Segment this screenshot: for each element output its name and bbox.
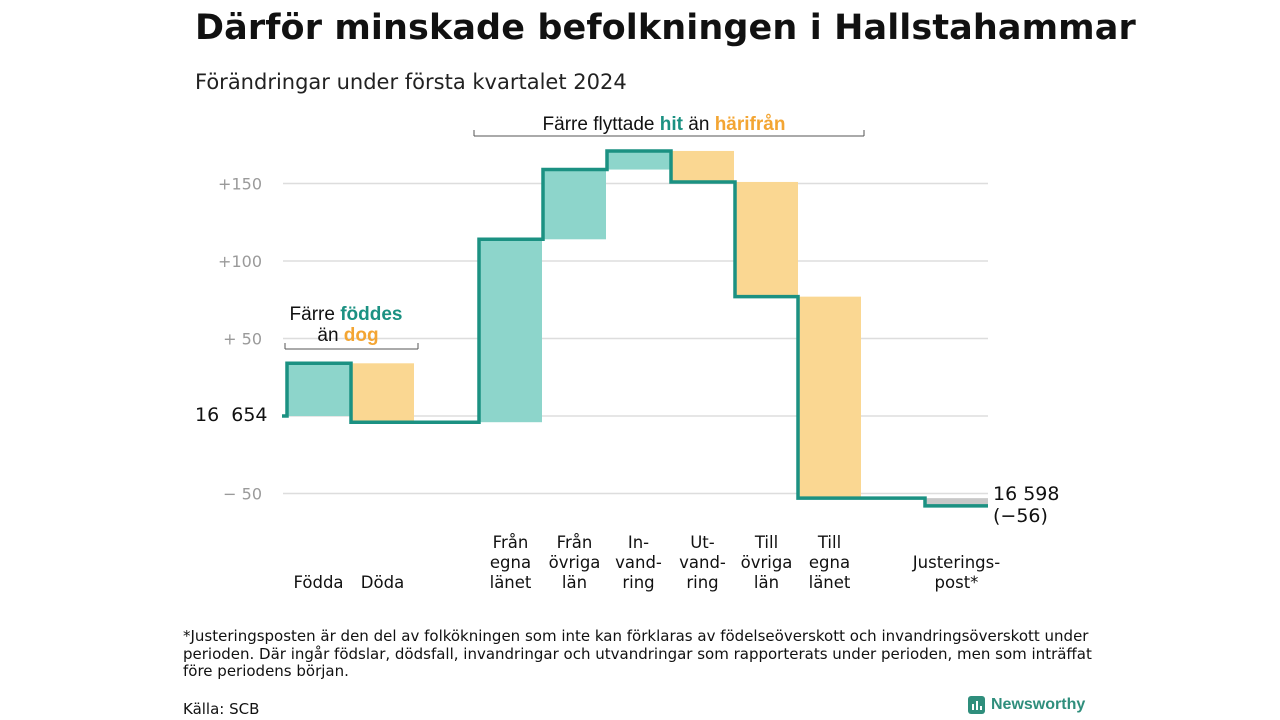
start-value-label: 16 654 bbox=[195, 404, 268, 426]
category-label: Justerings-post* bbox=[912, 553, 1000, 592]
category-label: In-vand-ring bbox=[615, 533, 662, 592]
chart-title: Därför minskade befolkningen i Hallstaha… bbox=[195, 8, 1136, 48]
category-label: Födda bbox=[293, 573, 343, 592]
bar-tillövrigalän bbox=[735, 181, 798, 297]
y-tick-label: +150 bbox=[218, 175, 262, 194]
category-label: Från egna länet bbox=[490, 533, 532, 592]
end-change-label: (−56) bbox=[993, 505, 1048, 527]
bar-invandring bbox=[607, 150, 670, 170]
source-label: Källa: SCB bbox=[183, 700, 260, 718]
gridlines bbox=[283, 182, 988, 495]
births-annotation-line1: Färre föddes bbox=[290, 304, 403, 325]
brand-logo: Newsworthy bbox=[968, 696, 1085, 714]
migration-annotation-text: Färre flyttade hit än härifrån bbox=[543, 114, 786, 135]
migration-annotation-bracket bbox=[473, 130, 865, 137]
births-annotation-bracket bbox=[284, 343, 419, 350]
category-label: Döda bbox=[361, 573, 404, 592]
brand-name: Newsworthy bbox=[991, 696, 1086, 713]
bar-frånövrigalän bbox=[543, 169, 606, 240]
migration-annotation: Färre flyttade hit än härifrån bbox=[473, 114, 865, 137]
end-value-label: 16 598 bbox=[993, 483, 1059, 505]
cumulative-step-line bbox=[282, 149, 988, 508]
births-deaths-annotation: Färre föddes än dog bbox=[284, 304, 419, 350]
bar-utvandring bbox=[671, 150, 734, 182]
category-label: Från övriga län bbox=[549, 533, 601, 592]
y-tick-label: + 50 bbox=[223, 330, 262, 349]
bar-frånegnalänet bbox=[479, 239, 542, 423]
footnote: *Justeringsposten är den del av folkökni… bbox=[183, 627, 1092, 680]
y-tick-label: − 50 bbox=[223, 485, 262, 504]
chart-subtitle: Förändringar under första kvartalet 2024 bbox=[195, 70, 627, 94]
bar-födda bbox=[287, 363, 350, 416]
category-label: Till övriga län bbox=[741, 533, 793, 592]
category-label: Ut-vand-ring bbox=[679, 533, 726, 592]
births-annotation-line2: än dog bbox=[317, 325, 378, 346]
bar-tillegnalänet bbox=[798, 296, 861, 499]
bars bbox=[287, 150, 988, 506]
bar-döda bbox=[351, 363, 414, 423]
y-tick-labels: − 50 + 50 +100 +150 bbox=[218, 175, 262, 504]
bar-justeringspost bbox=[925, 498, 988, 506]
y-tick-label: +100 bbox=[218, 252, 262, 271]
category-labels: Födda Döda Från egna länet Från övriga län In-va… bbox=[293, 533, 1000, 592]
category-label: Till egna länet bbox=[809, 533, 851, 592]
newsworthy-logo-icon bbox=[968, 696, 985, 714]
